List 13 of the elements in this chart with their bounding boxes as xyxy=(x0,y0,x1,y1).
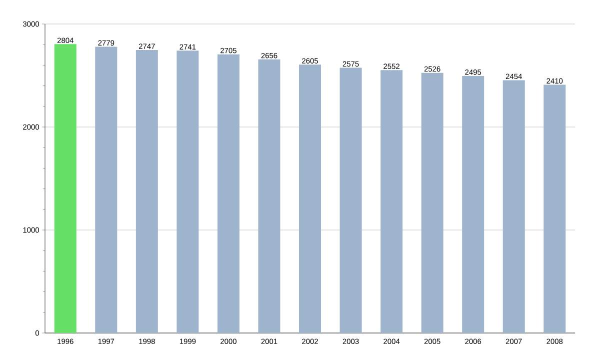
bar xyxy=(544,84,566,333)
bar xyxy=(95,46,118,333)
bar xyxy=(54,44,76,333)
bar xyxy=(462,76,484,333)
bar xyxy=(176,50,199,333)
bar xyxy=(380,70,403,333)
bar xyxy=(258,59,280,333)
bar xyxy=(421,72,444,333)
bar xyxy=(340,68,362,333)
bar xyxy=(217,54,240,333)
bar xyxy=(299,64,322,333)
bar xyxy=(136,50,158,333)
bar xyxy=(502,80,525,333)
